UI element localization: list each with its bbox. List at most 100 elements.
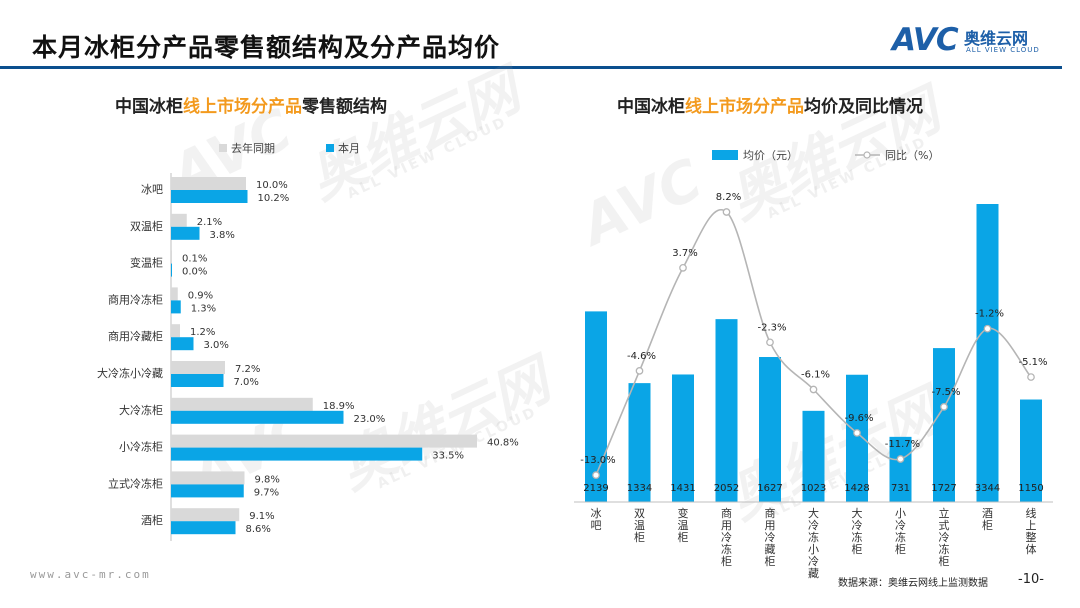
footer-url: www.avc-mr.com (30, 568, 151, 581)
legend-swatch-prior-year (219, 144, 227, 152)
bar-avg-price (1020, 399, 1042, 502)
data-label-current-month: 7.0% (234, 377, 259, 388)
bar-avg-price (759, 357, 781, 502)
left-category-label: 大冷冻小冷藏 (97, 366, 163, 380)
data-label-prior-year: 0.1% (182, 254, 207, 265)
right-chart-title: 中国冰柜线上市场分产品均价及同比情况 (617, 92, 923, 117)
left-category-label: 双温柜 (130, 220, 163, 233)
bar-prior-year (171, 471, 245, 485)
data-label-current-month: 0.0% (182, 267, 207, 278)
right-category-label: 大冷冻小冷藏 (808, 506, 819, 580)
title-divider (0, 66, 1062, 69)
data-label-current-month: 10.2% (258, 193, 290, 204)
bar-current-month (171, 300, 181, 314)
bar-prior-year (171, 324, 180, 338)
yoy-point (592, 471, 600, 479)
bar-avg-price (715, 319, 738, 502)
footer-source: 数据来源：奥维云网线上监测数据 (838, 578, 988, 589)
data-label-current-month: 1.3% (191, 303, 216, 314)
legend-label-current-month: 本月 (338, 141, 360, 155)
data-label-prior-year: 40.8% (487, 438, 519, 449)
bar-prior-year (171, 250, 172, 264)
legend-swatch-current-month (326, 144, 334, 152)
data-label-yoy: -5.1% (1018, 357, 1047, 368)
data-label-prior-year: 18.9% (323, 401, 355, 412)
left-category-label: 商用冷藏柜 (108, 329, 163, 343)
right-category-label: 大冷冻柜 (852, 506, 863, 556)
yoy-point (679, 264, 687, 272)
data-label-current-month: 8.6% (246, 524, 271, 535)
bar-avg-price (976, 204, 999, 502)
yoy-series-line (595, 209, 1032, 476)
yoy-point (722, 208, 731, 216)
data-label-yoy: -7.5% (931, 387, 960, 398)
bar-prior-year (171, 177, 246, 190)
left-category-label: 商用冷冻柜 (108, 292, 163, 306)
bar-prior-year (171, 434, 477, 448)
right-title-highlight: 线上市场分产品 (685, 97, 804, 117)
left-chart-title: 中国冰柜线上市场分产品零售额结构 (115, 92, 387, 117)
legend-label-yoy: 同比（%） (885, 149, 939, 162)
bar-current-month (171, 263, 172, 277)
data-label-avg-price: 1150 (1018, 483, 1043, 494)
data-label-avg-price: 2052 (714, 483, 739, 494)
data-label-avg-price: 1334 (627, 483, 652, 494)
yoy-point (809, 385, 818, 394)
bar-current-month (171, 447, 423, 461)
data-label-yoy: -13.0% (580, 455, 615, 466)
logo-cn-text: 奥维云网 (964, 29, 1029, 48)
bar-avg-price (802, 410, 825, 502)
data-label-yoy: -1.2% (975, 309, 1004, 320)
left-category-label: 酒柜 (141, 514, 163, 527)
bar-avg-price (889, 436, 912, 502)
bar-current-month (171, 337, 194, 351)
data-label-avg-price: 2139 (583, 483, 608, 494)
left-category-label: 大冷冻柜 (119, 403, 163, 417)
bar-avg-price (933, 348, 955, 502)
yoy-point (635, 367, 644, 375)
right-category-label: 小冷冻柜 (895, 507, 906, 556)
right-category-label: 商用冷藏柜 (765, 506, 776, 568)
avc-logo: AVC 奥维云网 ALL VIEW CLOUD (892, 22, 1062, 62)
data-label-avg-price: 731 (891, 483, 910, 494)
bar-prior-year (171, 213, 187, 227)
bar-current-month (171, 226, 200, 240)
data-label-yoy: -11.7% (885, 439, 920, 450)
data-label-yoy: -6.1% (801, 369, 830, 380)
legend-marker-yoy (863, 151, 871, 159)
yoy-point (766, 338, 774, 347)
right-category-label: 双温柜 (634, 507, 645, 544)
left-title-post: 零售额结构 (302, 97, 387, 117)
data-label-prior-year: 0.9% (188, 290, 213, 301)
yoy-point (896, 455, 905, 463)
left-category-label: 小冷冻柜 (119, 440, 163, 454)
data-label-current-month: 23.0% (354, 414, 386, 425)
data-label-avg-price: 1428 (844, 483, 869, 494)
data-label-prior-year: 10.0% (256, 180, 288, 191)
data-label-current-month: 3.8% (210, 230, 235, 241)
bar-current-month (171, 521, 236, 535)
data-label-prior-year: 7.2% (235, 364, 260, 375)
data-label-prior-year: 2.1% (197, 217, 222, 228)
legend-label-avg-price: 均价（元） (743, 149, 798, 162)
data-label-avg-price: 1431 (670, 483, 695, 494)
right-category-label: 变温柜 (678, 506, 689, 544)
right-title-post: 均价及同比情况 (804, 97, 923, 117)
data-label-yoy: 3.7% (672, 248, 697, 259)
yoy-point (940, 403, 948, 411)
data-label-current-month: 9.7% (254, 487, 279, 498)
left-category-label: 冰吧 (141, 183, 163, 196)
bar-current-month (171, 190, 248, 203)
data-label-yoy: -2.3% (757, 322, 786, 333)
bar-prior-year (171, 508, 240, 522)
bar-avg-price (672, 374, 694, 502)
right-title-pre: 中国冰柜 (617, 97, 685, 117)
data-label-avg-price: 1727 (931, 483, 956, 494)
left-title-highlight: 线上市场分产品 (183, 97, 302, 117)
data-label-prior-year: 9.8% (255, 474, 280, 485)
page-title: 本月冰柜分产品零售额结构及分产品均价 (32, 33, 501, 62)
data-label-avg-price: 1023 (801, 483, 826, 494)
data-label-current-month: 3.0% (204, 340, 229, 351)
bar-current-month (171, 484, 244, 498)
